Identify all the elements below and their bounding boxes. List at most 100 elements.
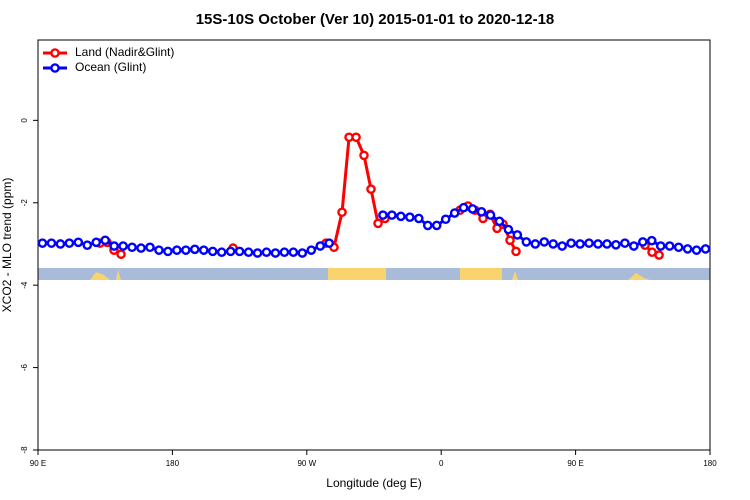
legend-marker — [50, 48, 60, 58]
y-tick-label: -6 — [20, 363, 29, 371]
data-point — [73, 237, 84, 248]
data-point — [359, 150, 369, 161]
legend-marker — [50, 63, 60, 73]
plot-frame — [37, 39, 711, 451]
data-point — [351, 132, 361, 143]
data-point — [539, 237, 550, 247]
data-point — [629, 241, 639, 251]
data-point — [494, 216, 505, 227]
data-point — [46, 238, 57, 248]
x-tick-label: 90 E — [30, 459, 46, 468]
data-point — [378, 210, 388, 220]
data-point — [655, 241, 666, 251]
data-point — [181, 245, 191, 255]
y-tick-label: -8 — [20, 446, 29, 454]
data-point — [163, 246, 173, 257]
data-point — [505, 235, 515, 246]
data-point — [673, 242, 684, 253]
data-point — [575, 239, 585, 249]
data-point — [449, 208, 460, 218]
data-point — [396, 211, 406, 222]
data-point — [315, 241, 326, 251]
data-point — [127, 242, 137, 253]
data-point — [337, 207, 347, 218]
data-point — [216, 247, 227, 258]
data-point — [373, 218, 383, 229]
x-axis-label: Longitude (deg E) — [326, 476, 421, 490]
data-point — [270, 248, 281, 258]
data-point — [366, 184, 376, 194]
data-point — [511, 246, 521, 257]
data-point — [55, 239, 66, 249]
data-point — [413, 213, 424, 224]
data-point — [620, 238, 630, 248]
data-point — [288, 247, 299, 258]
x-tick-label: 90 E — [567, 459, 583, 468]
legend-label: Land (Nadir&Glint) — [75, 45, 174, 59]
data-point — [198, 245, 209, 255]
data-point — [64, 238, 75, 248]
data-point — [234, 246, 245, 257]
chart-title: 15S-10S October (Ver 10) 2015-01-01 to 2… — [196, 11, 555, 28]
data-point — [530, 239, 541, 249]
data-point — [91, 237, 102, 248]
data-point — [548, 239, 559, 249]
data-point — [172, 245, 182, 255]
data-point — [512, 230, 523, 240]
data-point — [252, 248, 263, 258]
y-tick-label: -4 — [20, 281, 29, 289]
data-point — [306, 245, 317, 255]
x-tick-label: 180 — [166, 459, 180, 468]
data-point — [116, 249, 126, 260]
data-point — [458, 202, 469, 213]
data-point — [467, 204, 478, 214]
data-point — [154, 245, 164, 255]
data-point — [593, 239, 603, 249]
data-point — [261, 247, 272, 258]
data-point — [566, 238, 576, 248]
data-point — [431, 220, 442, 231]
data-point — [189, 244, 200, 255]
series-line — [99, 135, 660, 257]
data-point — [476, 207, 487, 217]
data-point — [324, 238, 335, 248]
data-point — [638, 237, 648, 247]
y-tick-label: -2 — [20, 199, 29, 207]
data-point — [279, 247, 290, 258]
x-tick-label: 0 — [439, 459, 444, 468]
legend-label: Ocean (Glint) — [75, 60, 146, 74]
data-point — [646, 235, 657, 246]
data-point — [557, 241, 567, 251]
data-point — [109, 241, 119, 251]
land-mask — [38, 268, 710, 280]
data-point — [136, 243, 146, 253]
data-point — [682, 244, 693, 254]
data-point — [243, 247, 254, 258]
data-point — [584, 238, 594, 248]
data-point — [297, 248, 308, 258]
data-point — [611, 239, 621, 250]
data-point — [387, 210, 397, 220]
data-point — [225, 246, 236, 257]
data-point — [422, 220, 433, 231]
data-point — [503, 224, 514, 235]
y-axis-label: XCO2 - MLO trend (ppm) — [0, 178, 14, 313]
data-point — [691, 245, 702, 255]
data-point — [82, 240, 93, 251]
data-point — [602, 239, 612, 249]
data-point — [485, 210, 496, 220]
data-point — [100, 235, 110, 246]
data-point — [207, 246, 218, 257]
data-point — [405, 212, 415, 222]
data-point — [145, 242, 155, 253]
x-tick-label: 180 — [703, 459, 717, 468]
data-point — [37, 238, 48, 248]
data-point — [700, 244, 711, 254]
x-tick-label: 90 W — [297, 459, 316, 468]
data-point — [654, 250, 664, 260]
data-point — [664, 241, 675, 251]
data-point — [521, 237, 532, 247]
data-point — [440, 214, 451, 225]
